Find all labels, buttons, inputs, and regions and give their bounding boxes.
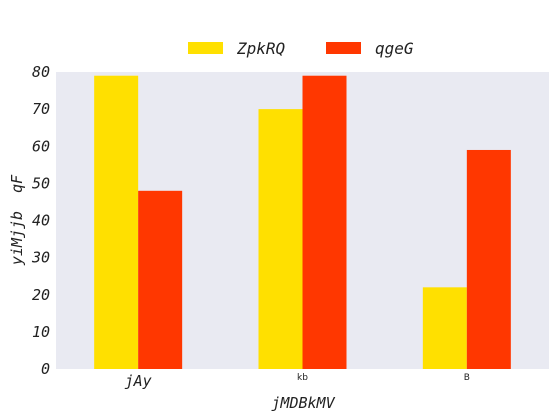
legend-swatch-ZpkRQ xyxy=(188,42,223,54)
bar-qgeG-B xyxy=(466,149,511,369)
legend: ZpkRQ qgeG xyxy=(188,39,414,58)
y-tick-label: 80 xyxy=(32,63,50,81)
x-axis-ticks: jAy kb B xyxy=(125,372,470,390)
y-tick-label: 20 xyxy=(32,286,50,304)
x-tick-label: kb xyxy=(297,373,308,383)
x-tick-label: jAy xyxy=(125,372,152,390)
y-axis-label: yiMjjb qF xyxy=(8,174,26,266)
y-tick-label: 10 xyxy=(32,323,50,341)
bar-ZpkRQ-kb xyxy=(258,109,303,369)
legend-swatch-qgeG xyxy=(326,42,361,54)
y-tick-label: 40 xyxy=(32,212,50,230)
y-tick-label: 30 xyxy=(31,249,50,267)
y-axis-ticks: 0 10 20 30 40 50 60 70 80 xyxy=(31,63,50,378)
legend-label-qgeG: qgeG xyxy=(375,39,414,58)
y-tick-label: 0 xyxy=(41,360,50,378)
y-tick-label: 50 xyxy=(32,174,50,192)
y-tick-label: 70 xyxy=(32,100,50,118)
bars-group xyxy=(94,75,511,370)
bar-qgeG-kb xyxy=(302,75,347,370)
bar-qgeG-jAy xyxy=(138,190,183,369)
x-axis-label: jMDBkMV xyxy=(271,394,335,412)
x-tick-label: B xyxy=(464,373,470,383)
legend-label-ZpkRQ: ZpkRQ xyxy=(236,39,285,58)
y-tick-label: 60 xyxy=(32,137,50,155)
bar-ZpkRQ-B xyxy=(422,287,467,369)
bar-ZpkRQ-jAy xyxy=(94,75,139,370)
